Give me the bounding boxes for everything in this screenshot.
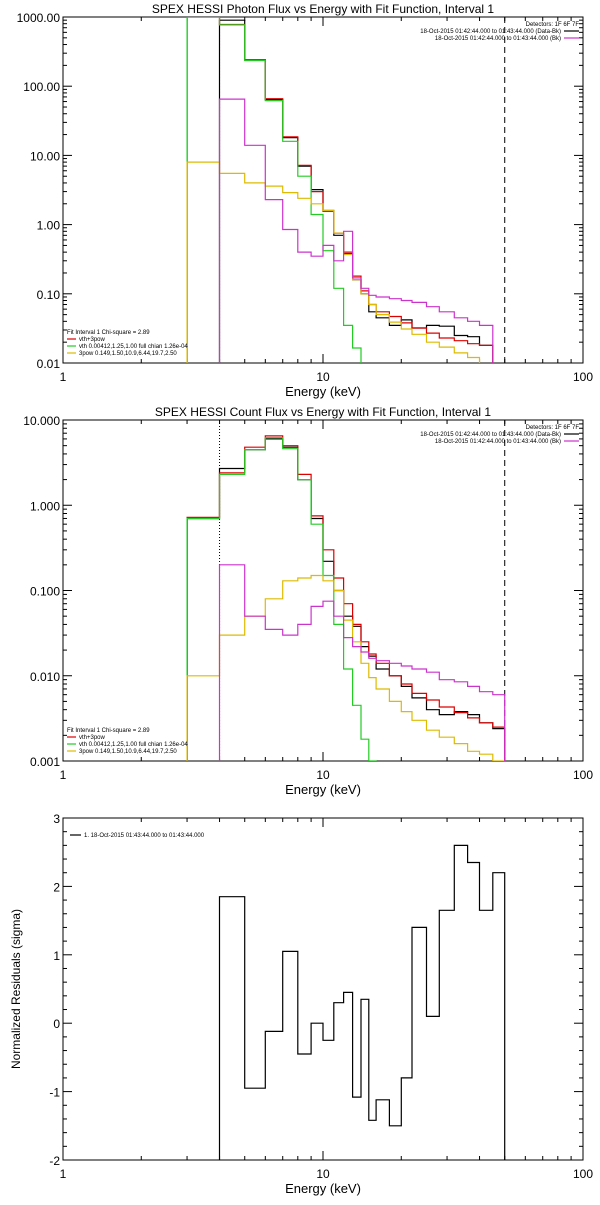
legend-entry: Fit Interval 1 Chi-square = 2.89 xyxy=(67,728,150,734)
y-tick-label: 10.00 xyxy=(30,149,60,163)
x-tick-label: 1 xyxy=(60,768,67,782)
legend-entry: Detectors: 1F 6F 7F xyxy=(526,425,580,431)
legend-entry: Detectors: 1F 6F 7F xyxy=(526,22,580,28)
x-tick-label: 100 xyxy=(573,768,593,782)
y-tick-label: 0 xyxy=(53,1017,60,1031)
x-tick-label: 1 xyxy=(60,1167,67,1181)
x-tick-label: 10 xyxy=(316,1167,330,1181)
chart-panel-1: SPEX HESSI Photon Flux vs Energy with Fi… xyxy=(17,2,594,399)
data-series-group xyxy=(186,17,494,363)
series-vth-3pow xyxy=(186,435,506,761)
legend-entry: vth 0.00412,1.25,1.00 full chian 1.26e-0… xyxy=(79,742,188,748)
legend-entry: 1. 18-Oct-2015 01:43:44.000 to 01:43:44.… xyxy=(84,833,205,839)
y-tick-label: 1.000 xyxy=(30,499,60,513)
chart-title: SPEX HESSI Count Flux vs Energy with Fit… xyxy=(155,405,491,419)
legend-entry: 3pow 0.149,1.50,10.9,6.44,19.7,2.50 xyxy=(79,749,177,755)
chart-title: SPEX HESSI Photon Flux vs Energy with Fi… xyxy=(152,2,494,16)
x-tick-label: 100 xyxy=(573,1167,593,1181)
series-vth-3pow xyxy=(186,17,494,363)
legend-entry: 18-Oct-2015 01:42:44.000 to 01:43:44.000… xyxy=(420,29,561,35)
series-vth xyxy=(186,17,362,363)
y-tick-label: 0.001 xyxy=(30,755,60,769)
y-tick-label: 3 xyxy=(53,812,60,826)
legend-entry: 18-Oct-2015 01:42:44.000 to 01:43:44.000… xyxy=(435,36,561,42)
legend-entry: vth+3pow xyxy=(79,337,106,343)
series-data-bk xyxy=(186,438,506,761)
y-tick-label: 1 xyxy=(53,949,60,963)
y-tick-label: -2 xyxy=(49,1154,60,1168)
chart-panel-2: SPEX HESSI Count Flux vs Energy with Fit… xyxy=(23,405,593,797)
y-axis-label: Normalized Residuals (sigma) xyxy=(9,909,23,1069)
x-axis-label: Energy (keV) xyxy=(285,384,361,399)
chart-panel-3: Energy (keV) Normalized Residuals (sigma)… xyxy=(9,812,593,1196)
legend-entry: vth 0.00412,1.25,1.00 full chian 1.26e-0… xyxy=(79,344,188,350)
legend-entry: vth+3pow xyxy=(79,735,106,741)
legend-entry: 18-Oct-2015 01:42:44.000 to 01:43:44.000… xyxy=(420,432,561,438)
y-tick-label: 0.010 xyxy=(30,670,60,684)
x-axis-label: Energy (keV) xyxy=(285,1181,361,1196)
x-tick-label: 1 xyxy=(60,370,67,384)
legend-entry: 18-Oct-2015 01:42:44.000 to 01:43:44.000… xyxy=(435,439,561,445)
y-tick-label: 0.01 xyxy=(37,357,61,371)
series-3pow xyxy=(186,574,506,761)
series-3pow xyxy=(186,161,481,363)
y-tick-label: 1000.00 xyxy=(17,11,61,25)
series-bk xyxy=(218,98,494,363)
y-tick-label: -1 xyxy=(49,1086,60,1100)
y-tick-label: 10.000 xyxy=(23,414,60,428)
x-tick-label: 100 xyxy=(573,370,593,384)
data-series-group xyxy=(218,844,506,1160)
y-tick-label: 0.100 xyxy=(30,585,60,599)
y-tick-label: 2 xyxy=(53,880,60,894)
series-residuals xyxy=(218,844,506,1160)
y-tick-label: 1.00 xyxy=(37,219,61,233)
legend-entry: Fit Interval 1 Chi-square = 2.89 xyxy=(67,330,150,336)
series-data-bk xyxy=(218,19,494,363)
x-axis-label: Energy (keV) xyxy=(285,782,361,797)
y-tick-label: 100.00 xyxy=(23,80,60,94)
series-bk xyxy=(218,564,506,761)
y-tick-label: 0.10 xyxy=(37,288,61,302)
legend-entry: 3pow 0.149,1.50,10.9,6.44,19.7,2.50 xyxy=(79,351,177,357)
series-vth xyxy=(186,437,377,761)
data-series-group xyxy=(186,435,506,761)
x-tick-label: 10 xyxy=(316,370,330,384)
x-tick-label: 10 xyxy=(316,768,330,782)
